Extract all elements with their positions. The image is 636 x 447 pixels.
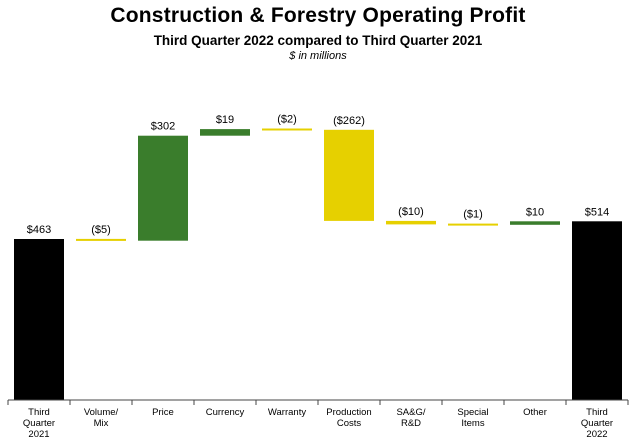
category-label-line: Costs bbox=[337, 418, 362, 429]
bar-0 bbox=[14, 239, 64, 400]
chart-units: $ in millions bbox=[289, 50, 347, 62]
bar-8 bbox=[510, 221, 560, 225]
x-axis bbox=[7, 399, 629, 405]
data-label-6: ($10) bbox=[398, 206, 424, 218]
category-label-1: Volume/Mix bbox=[84, 407, 119, 429]
data-label-7: ($1) bbox=[463, 209, 483, 221]
bar-3 bbox=[200, 129, 250, 136]
category-label-line: Items bbox=[461, 418, 484, 429]
category-label-line: R&D bbox=[401, 418, 421, 429]
category-label-line: Special bbox=[457, 407, 488, 418]
chart-title: Construction & Forestry Operating Profit bbox=[110, 4, 526, 27]
category-label-0: Third Quarter 2021 bbox=[23, 407, 55, 440]
category-label-5: Production Costs bbox=[326, 407, 371, 429]
category-label-4: Warranty bbox=[268, 407, 306, 418]
category-label-line: Third bbox=[28, 407, 50, 418]
data-label-1: ($5) bbox=[91, 224, 111, 236]
category-label-line: Mix bbox=[94, 418, 109, 429]
data-label-4: ($2) bbox=[277, 114, 297, 126]
category-label-line: Volume/ bbox=[84, 407, 119, 418]
category-label-7: Special Items bbox=[457, 407, 488, 429]
category-label-9: Third Quarter 2022 bbox=[581, 407, 613, 440]
data-label-2: $302 bbox=[151, 121, 175, 133]
category-label-line: Third bbox=[586, 407, 608, 418]
category-label-6: SA&G/R&D bbox=[396, 407, 425, 429]
bar-1 bbox=[76, 238, 126, 241]
bar-2 bbox=[138, 135, 188, 241]
bars-group bbox=[14, 128, 622, 400]
data-label-3: $19 bbox=[216, 114, 234, 126]
category-label-line: 2022 bbox=[586, 429, 607, 440]
bar-7 bbox=[448, 223, 498, 226]
bar-6 bbox=[386, 220, 436, 225]
category-label-line: Quarter bbox=[581, 418, 613, 429]
category-label-line: SA&G/ bbox=[396, 407, 425, 418]
data-label-9: $514 bbox=[585, 206, 609, 218]
category-label-8: Other bbox=[523, 407, 547, 418]
bar-4 bbox=[262, 128, 312, 131]
chart-subtitle: Third Quarter 2022 compared to Third Qua… bbox=[153, 33, 483, 48]
category-label-line: Quarter bbox=[23, 418, 55, 429]
bar-9 bbox=[572, 221, 622, 400]
category-label-3: Currency bbox=[206, 407, 245, 418]
category-label-line: 2021 bbox=[28, 429, 49, 440]
data-label-8: $10 bbox=[526, 206, 544, 218]
category-label-line: Other bbox=[523, 407, 547, 418]
bar-labels-group: $463 ($5) $302 $19 ($2) ($262) ($10) ($1) $10 $51… bbox=[27, 114, 609, 237]
category-label-line: Production bbox=[326, 407, 371, 418]
data-label-0: $463 bbox=[27, 224, 51, 236]
category-label-line: Currency bbox=[206, 407, 245, 418]
category-label-line: Price bbox=[152, 407, 174, 418]
bar-5 bbox=[324, 129, 374, 221]
data-label-5: ($262) bbox=[333, 115, 365, 127]
category-label-line: Warranty bbox=[268, 407, 306, 418]
category-label-2: Price bbox=[152, 407, 174, 418]
